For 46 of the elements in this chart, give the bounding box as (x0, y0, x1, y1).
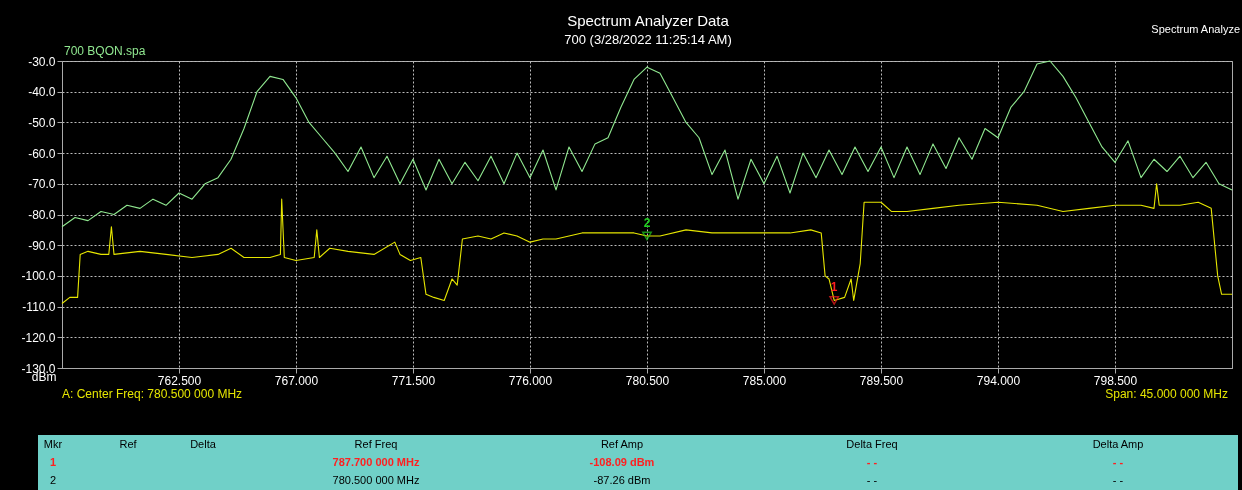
text: Delta Amp (1092, 438, 1144, 450)
x-tick-label: 789.500 (859, 373, 904, 388)
text: 700 BQON.spa (64, 44, 146, 58)
text: -87.26 dBm (593, 474, 651, 486)
x-tick-label: 767.000 (274, 373, 319, 388)
text: - - (866, 456, 878, 468)
text: Mkr (43, 438, 63, 450)
text: -108.09 dBm (589, 456, 655, 468)
text: A: Center Freq: 780.500 000 MHz (62, 387, 243, 401)
x-tick-label: 785.000 (742, 373, 787, 388)
text: 780.500 000 MHz (332, 474, 420, 486)
y-tick-label: -70.0 (28, 177, 56, 192)
text: Ref (119, 438, 138, 450)
y-tick-label: -100.0 (21, 269, 56, 284)
text: Ref Amp (600, 438, 644, 450)
x-tick-label: 780.500 (625, 373, 670, 388)
y-tick-label: -120.0 (21, 330, 56, 345)
text: Ref Freq (354, 438, 398, 450)
x-tick-label: 776.000 (508, 373, 553, 388)
x-tick-label: 794.000 (976, 373, 1021, 388)
text: - - (866, 474, 878, 486)
x-tick-label: 798.500 (1093, 373, 1138, 388)
y-tick-label: -60.0 (28, 146, 56, 161)
chart-title: Spectrum Analyzer Data (567, 12, 730, 29)
y-tick-label: -50.0 (28, 115, 56, 130)
y-tick-label: -80.0 (28, 208, 56, 222)
x-tick-label: 762.500 (157, 373, 202, 388)
text: 787.700 000 MHz (332, 456, 420, 468)
series-label: 2 (643, 215, 651, 230)
y-tick-label: -90.0 (28, 238, 56, 253)
chart-subtitle: 700 (3/28/2022 11:25:14 AM) (564, 32, 732, 47)
line-series (61, 60, 1233, 228)
text: Spectrum Analyze (1151, 23, 1240, 35)
text: Span: 45.000 000 MHz (1105, 387, 1228, 401)
text: - - (1112, 456, 1124, 468)
x-tick-label: 771.500 (391, 373, 436, 388)
text: Delta Freq (846, 438, 898, 450)
text: 1 (49, 456, 57, 468)
y-tick-label: -110.0 (22, 300, 56, 315)
text: 2 (49, 474, 57, 486)
y-tick-label: -30.0 (28, 54, 56, 69)
y-tick-label: -40.0 (28, 85, 56, 100)
text: Delta (190, 438, 217, 450)
text: - - (1112, 474, 1124, 486)
series-label: 1 (830, 280, 838, 295)
line-series (61, 183, 1233, 305)
